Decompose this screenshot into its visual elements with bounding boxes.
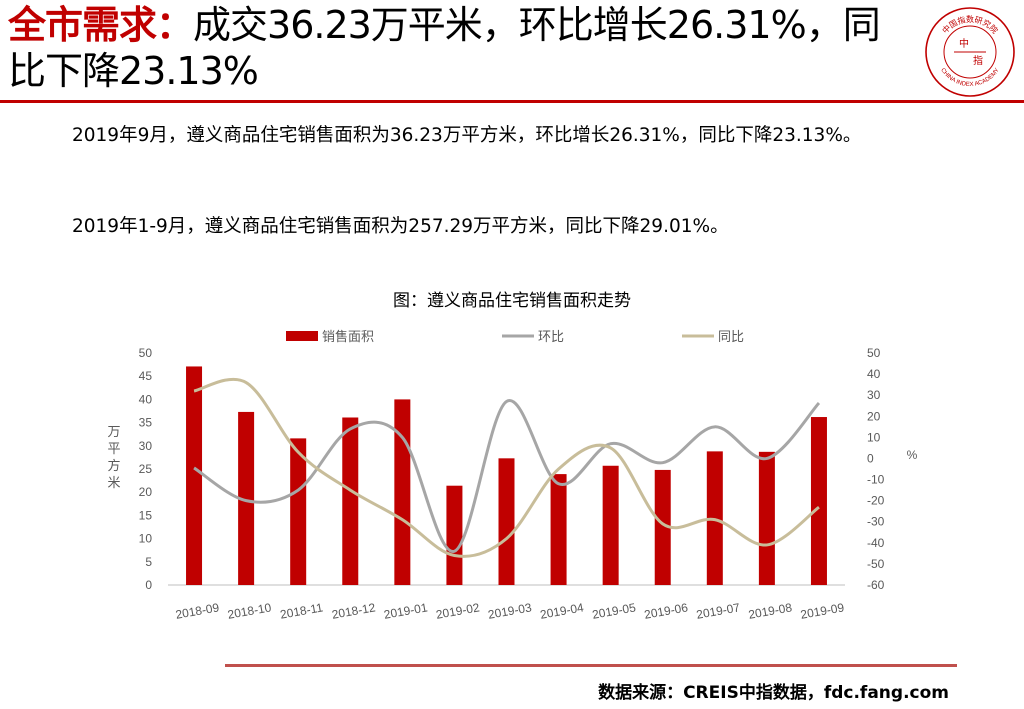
china-index-academy-logo: 中国指数研究院 CHINA INDEX ACADEMY 中 指 [925,7,1015,97]
footer-divider [225,664,957,667]
y-left-tick-label: 0 [145,578,152,592]
y-left-tick-label: 15 [139,508,153,522]
y-right-tick-label: -60 [867,578,885,592]
y-left-axis-label-char: 方 [107,458,120,473]
svg-text:中国指数研究院: 中国指数研究院 [940,14,1000,35]
x-tick-label: 2018-11 [279,600,324,621]
bar-sales-area [238,411,255,585]
body-paragraph-2: 2019年1-9月，遵义商品住宅销售面积为257.29万平方米，同比下降29.0… [72,216,729,237]
y-right-tick-label: 20 [867,409,881,423]
y-left-tick-label: 25 [139,462,153,476]
x-tick-label: 2019-06 [643,600,689,621]
title-highlight: 全市需求： [8,3,194,47]
bar-sales-area [602,465,619,585]
x-tick-label: 2018-12 [331,600,377,621]
x-tick-label: 2018-10 [227,600,273,621]
bar-sales-area [186,366,203,585]
bar-sales-area [394,399,411,585]
y-left-tick-label: 35 [139,416,153,430]
y-right-axis-label: % [907,448,918,462]
bar-sales-area [810,417,827,585]
x-tick-label: 2018-09 [174,600,220,621]
legend-label: 销售面积 [322,329,374,344]
y-left-tick-label: 40 [139,392,153,406]
y-left-axis-label-char: 万 [107,424,120,439]
y-right-tick-label: 40 [867,367,881,381]
logo-center-text-2: 指 [973,54,983,67]
chart-title: 图：遵义商品住宅销售面积走势 [393,291,631,311]
bar-sales-area [758,451,775,585]
y-left-tick-label: 10 [139,532,153,546]
x-tick-label: 2019-02 [435,600,481,621]
bar-sales-area [342,417,359,585]
bar-sales-area [654,469,671,585]
y-right-tick-label: 50 [867,346,881,360]
y-left-tick-label: 50 [139,346,153,360]
y-right-tick-label: -40 [867,536,885,550]
y-left-tick-label: 5 [145,555,152,569]
y-right-tick-label: -30 [867,515,885,529]
y-right-tick-label: 30 [867,388,881,402]
x-tick-label: 2019-03 [487,600,533,621]
line-yoy [193,377,820,558]
y-left-tick-label: 20 [139,485,153,499]
x-tick-label: 2019-01 [383,600,429,621]
y-right-tick-label: 10 [867,430,881,444]
legend-label: 同比 [718,329,744,344]
title-rest: 成交36.23万平米，环比增长26.31%，同比下降23.13% [8,3,881,93]
sales-area-chart: 0 5 10 15 20 25 30 35 40 45 50 -60 -50 -40 -30 -20 -10 0 1… [107,329,918,622]
bar-sales-area [446,485,463,585]
line-mom [193,399,821,553]
y-left-axis-label-char: 平 [107,441,120,456]
bar-sales-area [550,474,567,585]
bar-sales-area [498,458,515,585]
x-tick-label: 2019-08 [747,600,793,621]
y-left-axis-label-char: 米 [107,475,120,490]
legend-label: 环比 [538,329,564,344]
logo-center-text-1: 中 [959,37,969,50]
x-tick-label: 2019-09 [799,600,845,621]
data-source: 数据来源：CREIS中指数据，fdc.fang.com [598,683,949,703]
y-left-tick-label: 30 [139,439,153,453]
y-right-tick-label: -10 [867,473,885,487]
y-right-tick-label: 0 [867,451,874,465]
x-tick-label: 2019-05 [591,600,637,621]
y-right-tick-label: -50 [867,557,885,571]
x-tick-label: 2019-04 [539,600,585,621]
x-tick-label: 2019-07 [695,600,741,621]
header-divider [0,100,1024,103]
page-title: 全市需求：成交36.23万平米，环比增长26.31%，同比下降23.13% [8,2,908,94]
y-left-tick-label: 45 [139,369,153,383]
legend-swatch-sales-area [286,331,318,341]
bar-sales-area [290,438,307,585]
y-right-tick-label: -20 [867,494,885,508]
body-paragraph-1: 2019年9月，遵义商品住宅销售面积为36.23万平方米，环比增长26.31%，… [72,125,862,146]
logo-top-text: 中国指数研究院 [940,14,1000,35]
